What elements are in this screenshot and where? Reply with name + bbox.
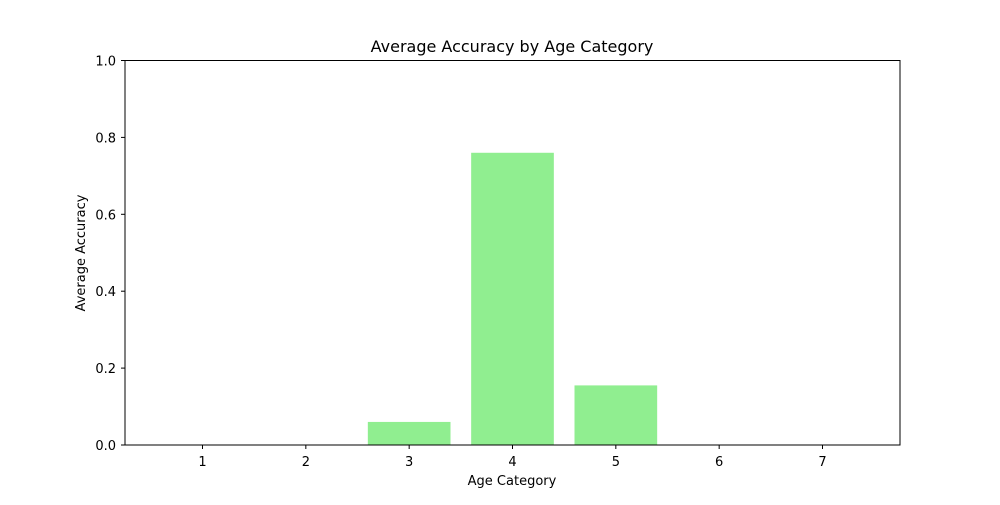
bar-5 [574,385,658,445]
chart-title: Average Accuracy by Age Category [371,37,654,56]
y-tick-label: 0.2 [95,362,116,377]
y-tick-label: 0.8 [95,131,116,146]
bar-4 [471,152,554,445]
y-tick-label: 1.0 [95,55,116,70]
x-axis-ticks: 1 2 3 4 5 6 7 [198,445,827,470]
x-tick-label: 6 [715,455,723,470]
x-tick-label: 3 [405,455,413,470]
x-tick-label: 2 [302,455,310,470]
bars-layer [367,152,658,445]
y-axis-ticks: 0.0 0.2 0.4 0.6 0.8 1.0 [95,55,125,454]
x-tick-label: 7 [818,455,826,470]
x-tick-label: 4 [508,455,516,470]
plot-frame [124,60,901,446]
x-tick-label: 5 [612,455,620,470]
bar-3 [367,421,451,445]
x-axis-label: Age Category [468,474,557,489]
x-tick-label: 1 [198,455,206,470]
y-tick-label: 0.6 [95,208,116,223]
y-axis-label: Average Accuracy [74,194,89,311]
y-tick-label: 0.0 [95,439,116,454]
y-tick-label: 0.4 [95,285,116,300]
